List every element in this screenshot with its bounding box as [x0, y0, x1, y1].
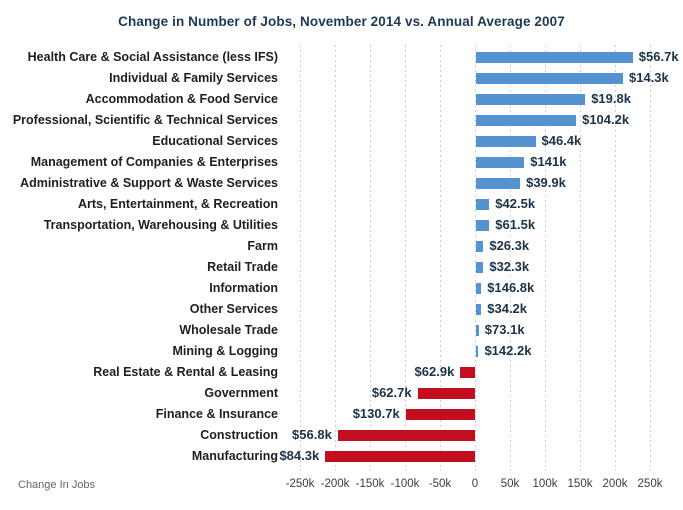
value-label: $62.9k: [414, 364, 455, 379]
positive-bar: [476, 72, 623, 84]
category-label: Retail Trade: [207, 260, 278, 274]
category-label: Educational Services: [152, 134, 278, 148]
value-label: $32.3k: [489, 259, 530, 274]
value-label: $56.8k: [292, 427, 332, 442]
positive-bar: [476, 51, 633, 63]
x-tick-label: 250k: [637, 478, 663, 490]
gridline: [650, 45, 651, 471]
value-label: $62.7k: [371, 385, 412, 400]
category-label: Individual & Family Services: [109, 71, 278, 85]
gridline: [300, 45, 301, 471]
positive-bar: [476, 240, 484, 252]
category-label: Information: [209, 281, 278, 295]
axis-caption: Change In Jobs: [18, 479, 96, 491]
category-label: Management of Companies & Enterprises: [30, 155, 278, 169]
value-label: $19.8k: [591, 91, 631, 106]
category-label: Transportation, Warehousing & Utilities: [43, 218, 278, 232]
category-label: Finance & Insurance: [155, 407, 278, 421]
category-label: Government: [204, 386, 278, 400]
gridline: [545, 45, 546, 471]
value-label: $141k: [530, 154, 567, 169]
category-label: Real Estate & Rental & Leasing: [93, 365, 278, 379]
positive-bar: [476, 93, 586, 105]
positive-bar: [476, 198, 490, 210]
gridline: [405, 45, 406, 471]
positive-bar: [476, 303, 482, 315]
positive-bar: [476, 345, 479, 357]
value-label: $42.5k: [495, 196, 536, 211]
category-label: Mining & Logging: [172, 344, 278, 358]
value-label: $14.3k: [629, 70, 669, 85]
value-label: $146.8k: [487, 280, 535, 295]
category-label: Manufacturing: [191, 449, 278, 463]
positive-bar: [476, 324, 479, 336]
positive-bar: [476, 156, 525, 168]
positive-bar: [476, 282, 482, 294]
x-tick-label: -100k: [390, 478, 420, 490]
x-tick-label: -200k: [320, 478, 350, 490]
positive-bar: [476, 135, 536, 147]
category-label: Wholesale Trade: [179, 323, 278, 337]
gridline: [440, 45, 441, 471]
category-label: Professional, Scientific & Technical Ser…: [12, 113, 278, 127]
value-label: $142.2k: [484, 343, 532, 358]
x-tick-label: -250k: [285, 478, 315, 490]
chart-title: Change in Number of Jobs, November 2014 …: [118, 14, 565, 29]
positive-bar: [476, 219, 490, 231]
gridline: [510, 45, 511, 471]
value-label: $104.2k: [582, 112, 630, 127]
negative-bar: [417, 387, 475, 399]
gridline: [370, 45, 371, 471]
category-label: Construction: [200, 428, 278, 442]
x-tick-label: -50k: [428, 478, 452, 490]
x-tick-label: 100k: [532, 478, 558, 490]
value-label: $39.9k: [526, 175, 566, 190]
negative-bar: [460, 366, 475, 378]
category-label: Administrative & Support & Waste Service…: [20, 176, 278, 190]
category-label: Arts, Entertainment, & Recreation: [77, 197, 278, 211]
positive-bar: [476, 114, 577, 126]
gridline: [580, 45, 581, 471]
gridline: [335, 45, 336, 471]
value-label: $56.7k: [638, 49, 679, 64]
negative-bar: [405, 408, 475, 420]
value-label: $130.7k: [352, 406, 400, 421]
value-label: $61.5k: [495, 217, 536, 232]
value-label: $34.2k: [487, 301, 528, 316]
value-label: $26.3k: [489, 238, 530, 253]
negative-bar: [337, 429, 475, 441]
x-tick-label: 0: [471, 478, 479, 490]
positive-bar: [476, 261, 484, 273]
x-tick-label: -150k: [355, 478, 385, 490]
gridline: [475, 45, 476, 471]
gridline: [615, 45, 616, 471]
x-tick-label: 200k: [602, 478, 628, 490]
positive-bar: [476, 177, 521, 189]
category-label: Farm: [247, 239, 278, 253]
category-label: Health Care & Social Assistance (less IF…: [27, 50, 278, 64]
value-label: $46.4k: [541, 133, 582, 148]
category-label: Other Services: [189, 302, 278, 316]
category-label: Accommodation & Food Service: [85, 92, 278, 106]
x-tick-label: 50k: [500, 478, 520, 490]
x-tick-label: 150k: [567, 478, 593, 490]
value-label: $73.1k: [484, 322, 525, 337]
negative-bar: [325, 450, 475, 462]
value-label: $84.3k: [279, 448, 320, 463]
